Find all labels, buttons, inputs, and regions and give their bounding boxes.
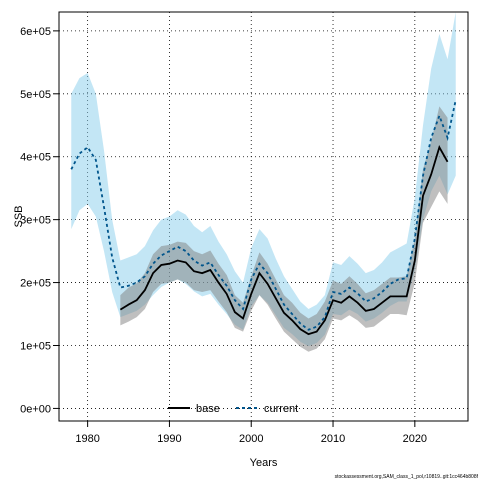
y-tick-label: 2e+05 — [20, 278, 51, 290]
y-axis: 0e+00 1e+05 2e+05 3e+05 4e+05 5e+05 6e+05 — [20, 26, 59, 415]
plot-frame — [58, 11, 469, 422]
x-axis-title: Years — [250, 457, 278, 469]
y-tick-label: 4e+05 — [20, 152, 51, 164]
series-line-current — [70, 99, 457, 331]
x-tick-label: 1980 — [75, 433, 99, 445]
series-line-base — [119, 145, 449, 336]
x-tick-label: 1990 — [157, 433, 181, 445]
x-tick-label: 2020 — [403, 433, 427, 445]
y-tick-label: 5e+05 — [20, 89, 51, 101]
y-tick-label: 1e+05 — [20, 340, 51, 352]
y-tick-label: 3e+05 — [20, 215, 51, 227]
footnote: stockassessment.org,SAM_class_1_pol,r108… — [335, 474, 479, 480]
legend: base current — [168, 403, 298, 415]
y-axis-title: SSB — [13, 205, 25, 227]
grid — [59, 12, 468, 421]
series-lines — [70, 99, 457, 336]
x-tick-label: 2010 — [321, 433, 345, 445]
y-tick-label: 0e+00 — [20, 403, 51, 415]
band-base — [120, 106, 448, 352]
legend-base-label: base — [196, 403, 220, 415]
y-tick-label: 6e+05 — [20, 26, 51, 38]
x-axis: 1980 1990 2000 2010 2020 — [75, 421, 427, 445]
legend-current-label: current — [264, 403, 298, 415]
confidence-bands — [71, 12, 456, 352]
x-tick-label: 2000 — [239, 433, 263, 445]
